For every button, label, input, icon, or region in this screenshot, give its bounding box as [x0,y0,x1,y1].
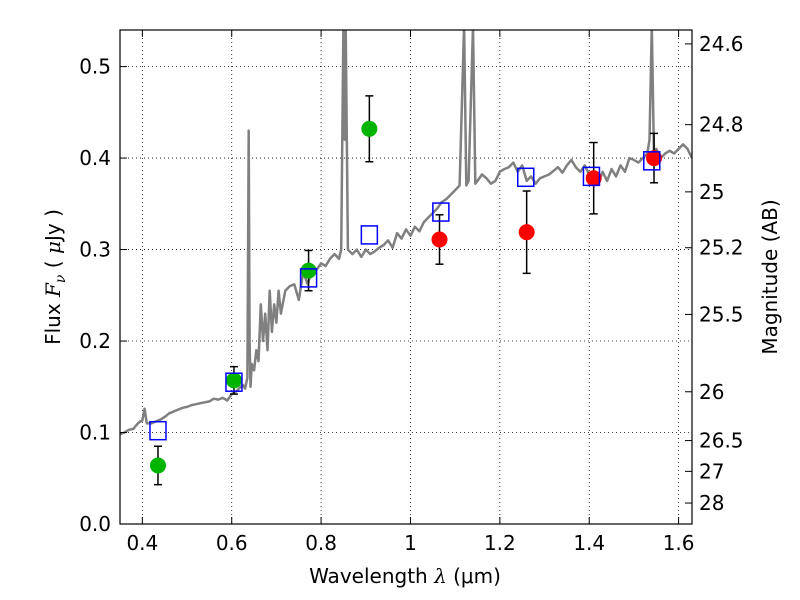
data-point [585,170,602,187]
model-flux-square [643,151,661,171]
data-point [361,120,378,137]
y2-tick-label: 24.8 [699,113,744,137]
model-flux-square [360,225,379,245]
data-point [646,150,663,167]
data-point [300,262,317,279]
data-point [518,224,535,241]
y2-tick-label: 26 [699,380,724,404]
x-tick-label: 1 [404,531,417,555]
x-axis-title: Wavelength λ (μm) [309,564,501,588]
x-tick-label: 1.4 [573,531,605,555]
x-tick-label: 0.8 [305,531,337,555]
y2-tick-label: 26.5 [699,429,744,453]
y2-tick-label: 25.5 [699,302,744,326]
plot-frame [119,29,693,525]
y2-tick-label: 28 [699,491,724,515]
y2-tick-label: 25.2 [699,236,744,260]
model-flux-square [149,420,167,441]
model-flux-square [517,167,535,188]
data-point [225,372,242,389]
axis-ticks: 0.4 0.6 0.8 1 1.2 1.4 1.6 0.0 0.1 0.2 0.3 0.4 0.5 24.… [79,30,744,555]
y-tick-label: 0.3 [79,238,111,262]
y2-tick-label: 27 [699,459,724,483]
model-flux-square [225,372,243,392]
data-point [431,231,448,248]
model-flux-square [582,166,601,187]
y2-axis-title: Magnitude (AB) [758,199,782,354]
model-flux-square [432,202,450,222]
y2-tick-label: 25 [699,180,724,204]
x-tick-label: 0.6 [216,531,248,555]
y2-tick-label: 24.6 [699,32,744,56]
grid [120,30,692,524]
model-flux-square [299,268,318,288]
y-tick-label: 0.1 [79,421,111,445]
data-markers [149,95,663,486]
data-point [149,457,166,474]
x-tick-label: 0.4 [126,531,158,555]
y-tick-label: 0.2 [79,329,111,353]
y-tick-label: 0.5 [79,55,111,79]
x-tick-label: 1.2 [484,531,516,555]
y-tick-label: 0.4 [79,146,111,170]
x-tick-label: 1.6 [663,531,695,555]
y-axis-title: Flux Fν ( μJy ) [41,209,69,345]
y-tick-label: 0.0 [79,512,111,536]
